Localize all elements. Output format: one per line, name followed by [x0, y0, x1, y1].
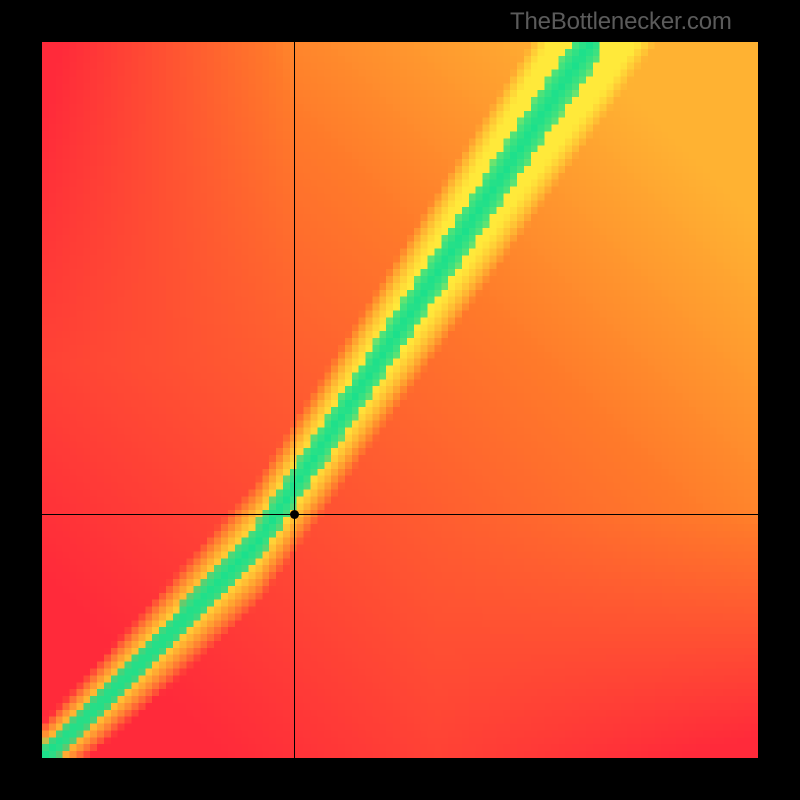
frame-bottom [0, 758, 800, 800]
crosshair-marker [290, 510, 299, 519]
watermark: TheBottlenecker.com [510, 8, 732, 36]
crosshair-hline [42, 514, 758, 515]
crosshair-vline [294, 42, 295, 758]
frame-left [0, 42, 42, 758]
frame-right [758, 42, 800, 758]
bottleneck-heatmap [42, 42, 758, 758]
